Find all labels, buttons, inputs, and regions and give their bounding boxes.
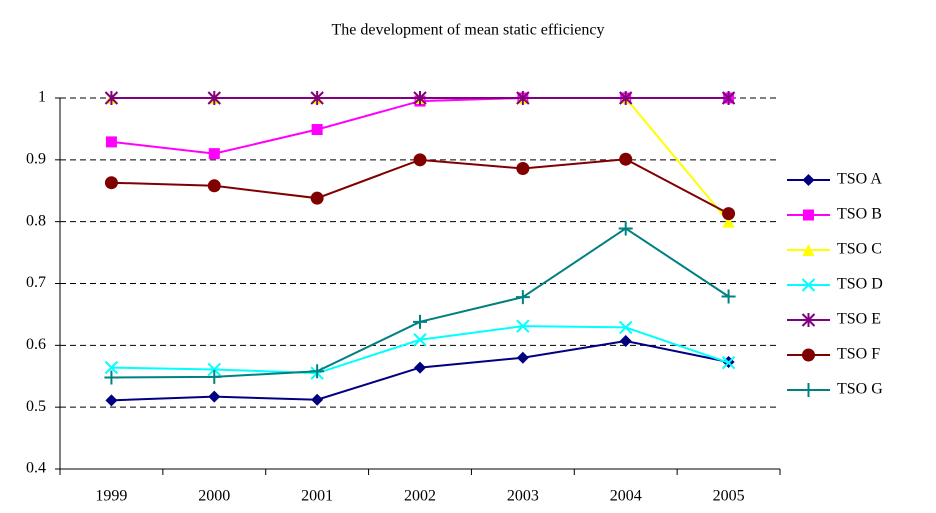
marker	[515, 290, 530, 305]
marker	[207, 91, 221, 105]
legend-label: TSO G	[837, 381, 883, 398]
marker	[722, 215, 735, 228]
marker	[105, 136, 117, 148]
x-tick-label: 1999	[95, 488, 127, 505]
marker	[801, 383, 816, 397]
marker	[803, 209, 814, 221]
marker	[208, 390, 221, 403]
y-tick-label: 0.8	[26, 212, 46, 229]
marker	[413, 91, 427, 105]
marker	[310, 191, 324, 205]
marker	[801, 313, 816, 327]
chart-title: The development of mean static efficienc…	[332, 22, 605, 39]
y-tick-label: 0.7	[26, 274, 46, 291]
marker	[802, 348, 815, 362]
y-tick-label: 0.9	[26, 151, 46, 168]
x-tick-label: 2001	[301, 488, 333, 505]
y-tick-label: 0.5	[26, 398, 46, 415]
marker	[516, 161, 530, 175]
marker	[721, 289, 736, 304]
marker	[516, 91, 530, 105]
marker	[619, 335, 632, 348]
x-tick-label: 2000	[198, 488, 230, 505]
legend-label: TSO F	[837, 346, 880, 363]
marker	[413, 153, 427, 167]
marker	[104, 360, 119, 375]
y-tick-label: 0.4	[26, 460, 46, 477]
x-tick-label: 2005	[713, 488, 745, 505]
marker	[310, 364, 325, 379]
marker	[105, 394, 118, 407]
x-tick-label: 2002	[404, 488, 436, 505]
marker	[802, 244, 815, 256]
marker	[516, 351, 529, 364]
marker	[722, 207, 736, 221]
marker	[207, 179, 221, 193]
legend-label: TSO C	[837, 241, 882, 258]
marker	[311, 393, 324, 406]
marker	[802, 174, 815, 186]
legend-label: TSO E	[837, 311, 881, 328]
marker	[208, 148, 220, 160]
y-tick-label: 1	[38, 89, 46, 106]
marker	[619, 320, 633, 335]
series-line	[111, 227, 730, 379]
marker	[104, 91, 119, 105]
marker	[207, 362, 221, 377]
marker	[413, 333, 427, 347]
marker	[618, 221, 633, 236]
x-tick-label: 2003	[507, 488, 539, 505]
legend-label: TSO D	[837, 276, 883, 293]
marker	[413, 314, 427, 329]
marker	[104, 370, 119, 385]
marker	[801, 278, 816, 292]
marker	[414, 361, 426, 374]
marker	[310, 91, 324, 105]
marker	[721, 91, 736, 105]
marker	[619, 152, 633, 166]
marker	[619, 91, 633, 105]
marker	[311, 124, 323, 136]
marker	[104, 176, 118, 190]
series-line	[111, 158, 730, 215]
marker	[516, 319, 530, 333]
legend-label: TSO B	[837, 206, 882, 223]
legend-label: TSO A	[837, 171, 882, 188]
marker	[207, 369, 222, 384]
marker	[721, 355, 736, 370]
y-tick-label: 0.6	[26, 336, 46, 353]
x-tick-label: 2004	[610, 488, 642, 505]
